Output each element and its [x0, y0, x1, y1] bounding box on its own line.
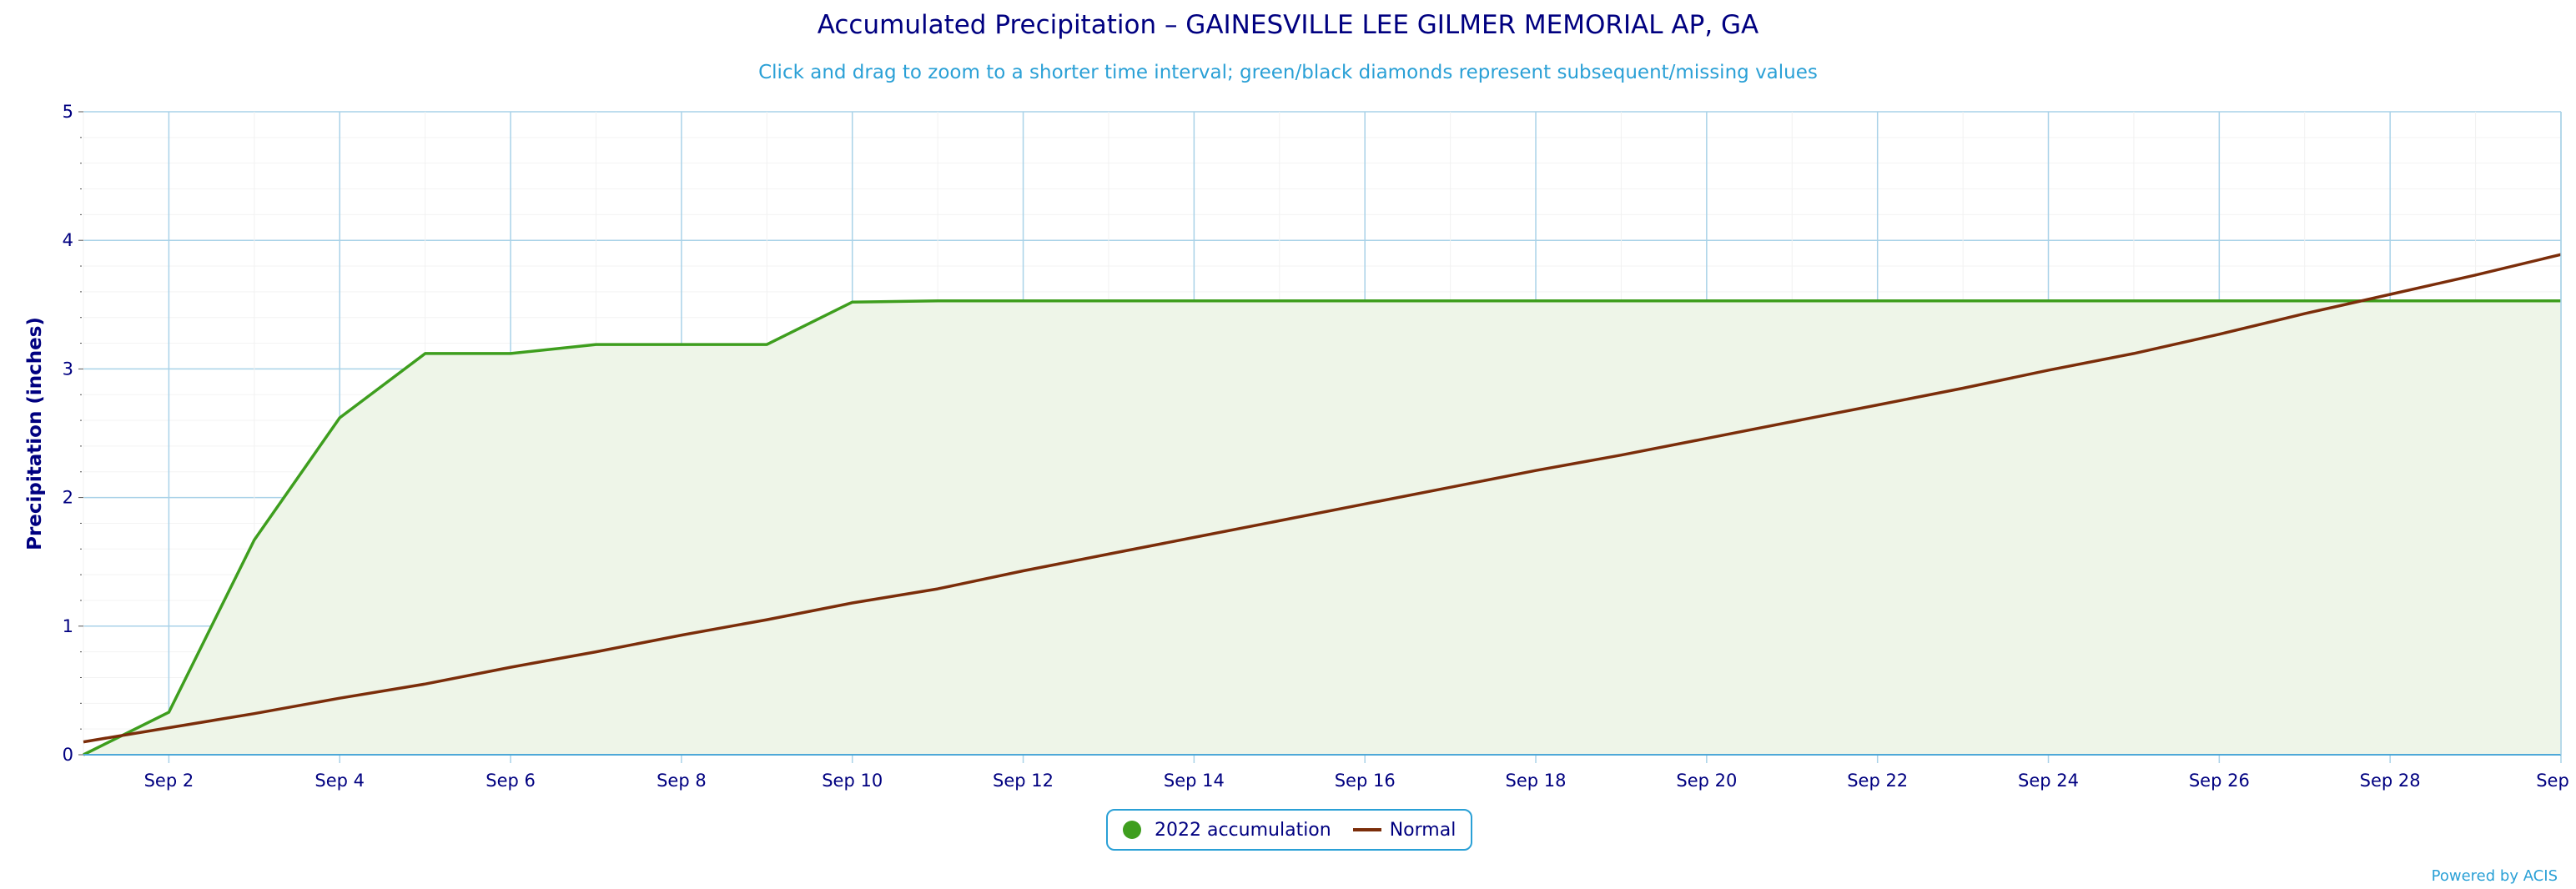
- y-tick-label: 1: [63, 616, 73, 636]
- data-point-0-3[interactable]: [336, 414, 343, 421]
- data-point-1-7[interactable]: [678, 632, 685, 639]
- series-line-1: [83, 253, 2562, 744]
- data-point-1-24[interactable]: [2131, 350, 2137, 357]
- data-point-0-23[interactable]: [2045, 298, 2052, 304]
- data-point-1-0[interactable]: [80, 739, 87, 746]
- y-tick-label: 2: [63, 488, 73, 508]
- data-point-1-10[interactable]: [934, 585, 941, 592]
- data-point-0-28[interactable]: [2473, 298, 2479, 304]
- data-point-1-27[interactable]: [2387, 291, 2393, 298]
- data-point-1-25[interactable]: [2216, 331, 2222, 338]
- data-point-1-8[interactable]: [763, 616, 770, 623]
- chart-subtitle: Click and drag to zoom to a shorter time…: [758, 62, 1818, 83]
- x-tick-label: Sep 4: [314, 771, 365, 791]
- x-tick-label: Sep 16: [1335, 771, 1396, 791]
- data-point-1-13[interactable]: [1190, 534, 1197, 540]
- data-point-0-6[interactable]: [593, 341, 600, 348]
- data-point-1-28[interactable]: [2473, 272, 2479, 279]
- data-point-0-21[interactable]: [1874, 298, 1881, 304]
- data-point-0-27[interactable]: [2387, 298, 2393, 304]
- x-tick-label: Sep 6: [486, 771, 536, 791]
- legend-label-normal: Normal: [1389, 819, 1457, 841]
- data-point-1-6[interactable]: [593, 649, 600, 655]
- series-area-0: [83, 300, 2561, 755]
- data-point-1-4[interactable]: [422, 681, 429, 687]
- y-tick-label: 4: [63, 230, 73, 250]
- data-point-0-26[interactable]: [2302, 298, 2308, 304]
- series-line-0: [83, 299, 2561, 756]
- data-point-0-17[interactable]: [1532, 298, 1539, 304]
- data-point-1-20[interactable]: [1789, 419, 1795, 425]
- data-point-0-19[interactable]: [1703, 298, 1710, 304]
- data-point-0-24[interactable]: [2131, 298, 2137, 304]
- data-point-1-9[interactable]: [849, 600, 856, 606]
- data-point-1-3[interactable]: [336, 695, 343, 701]
- data-point-0-22[interactable]: [1960, 298, 1966, 304]
- data-point-1-15[interactable]: [1361, 500, 1368, 507]
- data-point-0-10[interactable]: [934, 298, 941, 304]
- x-tick-label: Sep 26: [2189, 771, 2250, 791]
- data-point-0-1[interactable]: [165, 709, 172, 716]
- chart-title: Accumulated Precipitation – GAINESVILLE …: [817, 10, 1759, 40]
- legend-marker-2022-icon: [1123, 821, 1141, 839]
- x-tick-label: Sep 12: [993, 771, 1054, 791]
- data-point-0-9[interactable]: [849, 299, 856, 305]
- x-tick-label: Sep 18: [1506, 771, 1567, 791]
- data-point-1-21[interactable]: [1874, 402, 1881, 409]
- credit-link[interactable]: Powered by ACIS: [2431, 867, 2558, 885]
- data-point-1-26[interactable]: [2302, 310, 2308, 317]
- area-layer: [83, 300, 2561, 755]
- legend-marker-normal-icon: [1352, 828, 1381, 831]
- x-tick-label: Sep 28: [2360, 771, 2421, 791]
- line-layer: [80, 253, 2562, 756]
- data-point-1-5[interactable]: [507, 664, 514, 671]
- data-point-0-15[interactable]: [1361, 298, 1368, 304]
- legend-item-normal[interactable]: Normal: [1352, 819, 1457, 841]
- axis-layer: 0 1 2 3 4 5 Sep 2 Sep 4 Sep 6 Sep 8 Sep 10 Sep 12 Se…: [63, 102, 2576, 791]
- data-point-1-12[interactable]: [1105, 550, 1112, 557]
- data-point-0-12[interactable]: [1105, 298, 1112, 304]
- y-axis-title: Precipitation (inches): [24, 317, 46, 550]
- data-point-0-2[interactable]: [251, 537, 258, 544]
- data-point-1-14[interactable]: [1276, 517, 1283, 524]
- y-tick-label: 0: [63, 745, 73, 765]
- data-point-0-11[interactable]: [1020, 298, 1027, 304]
- x-tick-label: Sep 22: [1847, 771, 1908, 791]
- data-point-0-5[interactable]: [507, 350, 514, 357]
- x-tick-label: Sep 10: [822, 771, 883, 791]
- x-tick-label: Sep 3: [2536, 771, 2576, 791]
- data-point-1-23[interactable]: [2045, 367, 2052, 374]
- legend-item-2022[interactable]: 2022 accumulation: [1123, 820, 1331, 841]
- legend-label-2022: 2022 accumulation: [1155, 819, 1331, 841]
- data-point-1-22[interactable]: [1960, 385, 1966, 392]
- legend: 2022 accumulation Normal: [1106, 809, 1473, 851]
- x-tick-label: Sep 2: [144, 771, 194, 791]
- y-tick-label: 5: [63, 102, 73, 122]
- data-point-0-4[interactable]: [422, 350, 429, 357]
- data-point-0-7[interactable]: [678, 341, 685, 348]
- y-tick-label: 3: [63, 359, 73, 379]
- x-tick-label: Sep 14: [1164, 771, 1225, 791]
- data-point-1-17[interactable]: [1532, 467, 1539, 474]
- data-point-0-25[interactable]: [2216, 298, 2222, 304]
- data-point-0-14[interactable]: [1276, 298, 1283, 304]
- data-point-0-20[interactable]: [1789, 298, 1795, 304]
- data-point-1-19[interactable]: [1703, 435, 1710, 442]
- data-point-1-16[interactable]: [1447, 484, 1454, 490]
- data-point-1-18[interactable]: [1618, 452, 1624, 459]
- data-point-1-11[interactable]: [1020, 568, 1027, 575]
- x-tick-label: Sep 24: [2018, 771, 2079, 791]
- data-point-0-18[interactable]: [1618, 298, 1624, 304]
- data-point-0-8[interactable]: [763, 341, 770, 348]
- data-point-1-2[interactable]: [251, 711, 258, 717]
- data-point-1-1[interactable]: [165, 725, 172, 731]
- data-point-0-13[interactable]: [1190, 298, 1197, 304]
- x-tick-label: Sep 8: [657, 771, 707, 791]
- x-tick-label: Sep 20: [1676, 771, 1737, 791]
- data-point-0-16[interactable]: [1447, 298, 1454, 304]
